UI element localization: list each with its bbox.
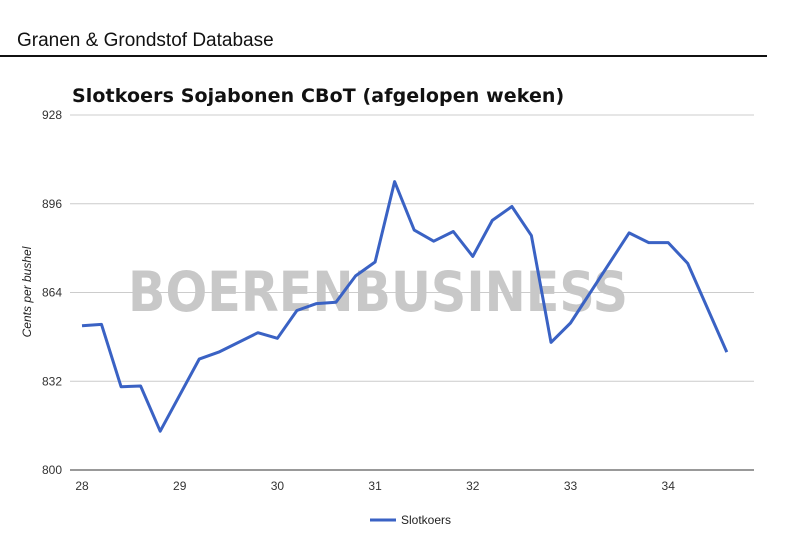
x-tick-labels: 28 29 30 31 32 33 34: [75, 479, 675, 493]
watermark-text: BOERENBUSINESS: [128, 260, 628, 324]
x-tick-label: 31: [368, 479, 382, 493]
series-layer: [81, 180, 729, 433]
grid-lines: [70, 114, 754, 471]
page-title: Granen & Grondstof Database: [17, 30, 274, 51]
x-tick-label: 28: [75, 479, 89, 493]
legend-label-slotkoers: Slotkoers: [401, 513, 451, 527]
x-tick-label: 30: [271, 479, 285, 493]
x-tick-label: 32: [466, 479, 480, 493]
y-tick-label: 864: [42, 286, 62, 300]
y-tick-label: 832: [42, 374, 62, 388]
y-tick-label: 896: [42, 197, 62, 211]
y-tick-label: 800: [42, 463, 62, 477]
y-axis-label: Cents per bushel: [20, 246, 34, 337]
series-line-slotkoers: [81, 180, 729, 433]
y-tick-labels: 800 832 864 896 928: [42, 108, 62, 477]
x-tick-label: 34: [662, 479, 676, 493]
chart-title: Slotkoers Sojabonen CBoT (afgelopen weke…: [72, 85, 565, 107]
x-tick-label: 29: [173, 479, 187, 493]
x-tick-label: 33: [564, 479, 578, 493]
legend: Slotkoers: [370, 513, 451, 527]
y-tick-label: 928: [42, 108, 62, 122]
page-header: Granen & Grondstof Database: [0, 0, 767, 57]
